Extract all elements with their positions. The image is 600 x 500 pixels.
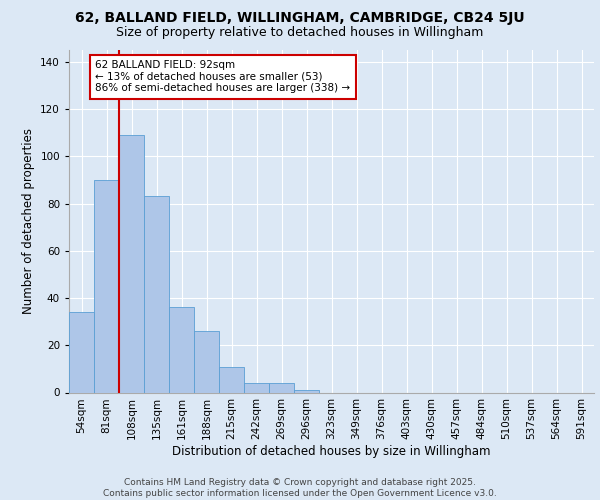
Y-axis label: Number of detached properties: Number of detached properties xyxy=(22,128,35,314)
Bar xyxy=(219,366,244,392)
Bar xyxy=(269,383,294,392)
Bar xyxy=(144,196,169,392)
Bar xyxy=(194,331,219,392)
Text: 62, BALLAND FIELD, WILLINGHAM, CAMBRIDGE, CB24 5JU: 62, BALLAND FIELD, WILLINGHAM, CAMBRIDGE… xyxy=(75,11,525,25)
Bar xyxy=(169,308,194,392)
Text: Size of property relative to detached houses in Willingham: Size of property relative to detached ho… xyxy=(116,26,484,39)
Bar xyxy=(119,135,144,392)
Text: Contains HM Land Registry data © Crown copyright and database right 2025.
Contai: Contains HM Land Registry data © Crown c… xyxy=(103,478,497,498)
Bar xyxy=(244,383,269,392)
Bar xyxy=(94,180,119,392)
Bar xyxy=(294,390,319,392)
X-axis label: Distribution of detached houses by size in Willingham: Distribution of detached houses by size … xyxy=(172,445,491,458)
Bar xyxy=(69,312,94,392)
Text: 62 BALLAND FIELD: 92sqm
← 13% of detached houses are smaller (53)
86% of semi-de: 62 BALLAND FIELD: 92sqm ← 13% of detache… xyxy=(95,60,350,94)
